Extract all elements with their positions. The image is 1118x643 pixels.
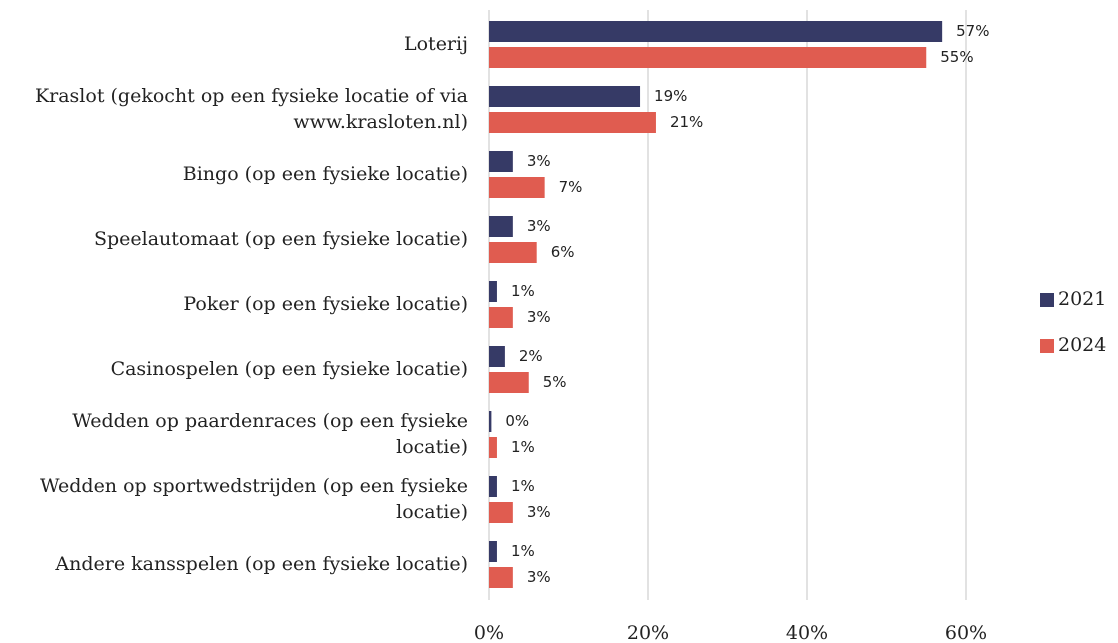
bar xyxy=(489,151,513,172)
x-tick-label: 20% xyxy=(627,622,669,643)
bar xyxy=(489,411,492,432)
value-label: 1% xyxy=(511,477,535,495)
value-label: 19% xyxy=(654,87,687,105)
bar xyxy=(489,242,537,263)
bar xyxy=(489,86,641,107)
value-label: 21% xyxy=(670,113,703,131)
category-label: Kraslot (gekocht op een fysieke locatie … xyxy=(34,85,468,133)
value-label: 5% xyxy=(543,373,567,391)
category-label: Wedden op sportwedstrijden (op een fysie… xyxy=(40,475,468,523)
category-label: Andere kansspelen (op een fysieke locati… xyxy=(55,553,468,575)
value-label: 6% xyxy=(551,243,575,261)
bar xyxy=(489,216,513,237)
bar xyxy=(489,47,927,68)
legend-swatch xyxy=(1040,293,1054,307)
bar xyxy=(489,346,505,367)
value-label: 3% xyxy=(527,152,551,170)
bar xyxy=(489,567,513,588)
bar xyxy=(489,372,529,393)
legend-label: 2021 xyxy=(1058,288,1106,310)
category-label: Wedden op paardenraces (op een fysieke l… xyxy=(72,410,468,458)
bar xyxy=(489,502,513,523)
value-label: 3% xyxy=(527,568,551,586)
category-label: Casinospelen (op een fysieke locatie) xyxy=(110,358,468,380)
x-tick-label: 40% xyxy=(786,622,828,643)
x-tick-label: 0% xyxy=(474,622,504,643)
value-label: 3% xyxy=(527,308,551,326)
legend-label: 2024 xyxy=(1058,334,1106,356)
value-label: 1% xyxy=(511,438,535,456)
bar xyxy=(489,177,545,198)
legend-swatch xyxy=(1040,339,1054,353)
value-label: 7% xyxy=(559,178,583,196)
bar xyxy=(489,112,656,133)
category-label: Bingo (op een fysieke locatie) xyxy=(182,163,468,185)
value-label: 1% xyxy=(511,282,535,300)
value-label: 1% xyxy=(511,542,535,560)
value-label: 57% xyxy=(956,22,989,40)
category-label: Poker (op een fysieke locatie) xyxy=(183,293,468,315)
bar xyxy=(489,21,943,42)
x-tick-label: 60% xyxy=(945,622,987,643)
bar xyxy=(489,307,513,328)
bar xyxy=(489,281,497,302)
bar xyxy=(489,541,497,562)
value-label: 3% xyxy=(527,217,551,235)
value-label: 0% xyxy=(505,412,529,430)
bar xyxy=(489,437,497,458)
value-label: 2% xyxy=(519,347,543,365)
category-label: Loterij xyxy=(404,33,468,55)
category-label: Speelautomaat (op een fysieke locatie) xyxy=(93,228,468,250)
value-label: 3% xyxy=(527,503,551,521)
bar xyxy=(489,476,497,497)
value-label: 55% xyxy=(940,48,973,66)
